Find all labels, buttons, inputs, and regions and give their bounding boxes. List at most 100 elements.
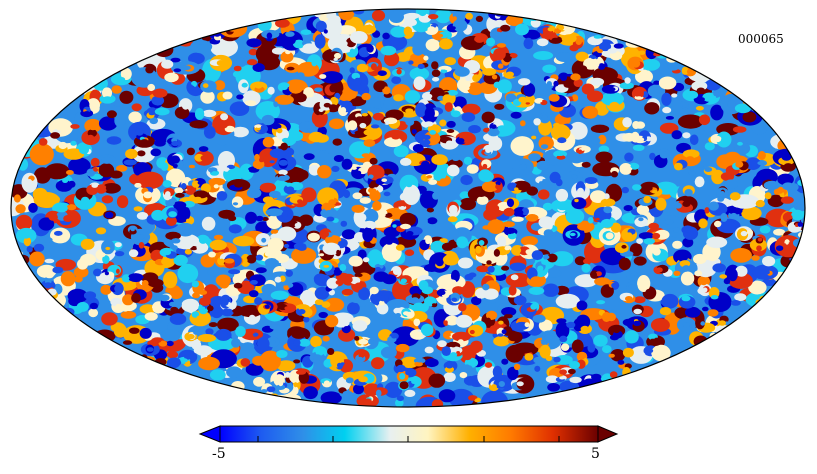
anisotropy-blob — [682, 102, 689, 108]
anisotropy-blob — [400, 332, 411, 341]
anisotropy-blob — [413, 76, 426, 90]
anisotropy-blob — [113, 324, 123, 331]
anisotropy-blob — [224, 258, 235, 264]
anisotropy-blob — [56, 124, 66, 131]
anisotropy-blob — [566, 321, 576, 329]
anisotropy-blob — [633, 256, 647, 266]
anisotropy-blob — [407, 19, 417, 26]
anisotropy-blob — [654, 81, 659, 85]
anisotropy-blob — [412, 144, 424, 153]
anisotropy-blob — [404, 249, 415, 256]
anisotropy-blob — [378, 295, 389, 302]
anisotropy-blob — [104, 211, 114, 219]
anisotropy-blob — [234, 183, 243, 188]
anisotropy-blob — [366, 44, 374, 53]
anisotropy-blob — [377, 70, 387, 76]
anisotropy-blob — [684, 189, 693, 197]
anisotropy-blob — [194, 196, 202, 201]
anisotropy-blob — [236, 237, 251, 245]
anisotropy-blob — [590, 77, 605, 86]
anisotropy-blob — [531, 288, 542, 294]
anisotropy-blob — [166, 340, 174, 347]
anisotropy-blob — [581, 161, 591, 168]
anisotropy-blob — [63, 273, 73, 284]
anisotropy-blob — [435, 258, 444, 267]
anisotropy-blob — [504, 246, 511, 251]
anisotropy-blob — [485, 317, 491, 324]
anisotropy-blob — [674, 162, 683, 171]
anisotropy-blob — [727, 268, 738, 282]
anisotropy-blob — [295, 370, 307, 375]
anisotropy-blob — [172, 174, 180, 182]
anisotropy-blob — [190, 165, 194, 168]
anisotropy-blob — [150, 148, 162, 157]
anisotropy-blob — [551, 174, 559, 181]
anisotropy-blob — [695, 271, 701, 276]
anisotropy-blob — [298, 121, 316, 133]
anisotropy-blob — [380, 346, 397, 359]
anisotropy-blob — [241, 342, 255, 351]
anisotropy-blob — [633, 308, 642, 315]
anisotropy-blob — [329, 84, 337, 93]
anisotropy-blob — [218, 19, 248, 38]
anisotropy-blob — [405, 311, 413, 317]
anisotropy-blob — [598, 153, 610, 161]
anisotropy-blob — [101, 156, 113, 164]
anisotropy-blob — [758, 202, 763, 206]
anisotropy-blob — [250, 167, 257, 172]
anisotropy-blob — [762, 256, 776, 267]
anisotropy-blob — [438, 290, 446, 296]
anisotropy-blob — [683, 227, 692, 233]
anisotropy-blob — [372, 112, 384, 121]
anisotropy-blob — [752, 256, 759, 260]
anisotropy-blob — [708, 248, 715, 256]
anisotropy-blob — [170, 155, 181, 164]
anisotropy-blob — [581, 378, 599, 393]
anisotropy-blob — [695, 256, 704, 262]
anisotropy-blob — [161, 257, 172, 266]
anisotropy-blob — [204, 361, 214, 366]
anisotropy-blob — [533, 118, 541, 126]
anisotropy-blob — [371, 9, 386, 22]
anisotropy-blob — [262, 184, 273, 191]
anisotropy-blob — [538, 118, 552, 136]
anisotropy-blob — [180, 65, 191, 71]
anisotropy-blob — [791, 209, 804, 221]
anisotropy-blob — [201, 216, 216, 231]
anisotropy-blob — [405, 180, 413, 188]
anisotropy-blob — [400, 223, 411, 230]
anisotropy-blob — [28, 202, 38, 213]
anisotropy-blob — [452, 272, 458, 280]
anisotropy-blob — [400, 278, 407, 284]
anisotropy-blob — [577, 54, 582, 58]
anisotropy-blob — [667, 89, 673, 94]
anisotropy-blob — [497, 125, 508, 132]
anisotropy-blob — [171, 245, 178, 250]
anisotropy-blob — [144, 312, 158, 321]
anisotropy-blob — [217, 317, 239, 332]
anisotropy-blob — [757, 151, 766, 160]
anisotropy-blob — [425, 237, 431, 245]
anisotropy-blob — [198, 290, 208, 295]
anisotropy-blob — [369, 157, 378, 165]
anisotropy-blob — [472, 343, 481, 351]
anisotropy-blob — [49, 172, 55, 176]
anisotropy-blob — [624, 77, 631, 84]
anisotropy-blob — [278, 175, 287, 180]
anisotropy-blob — [246, 308, 255, 314]
anisotropy-blob — [129, 327, 140, 334]
anisotropy-blob — [193, 329, 200, 335]
anisotropy-blob — [467, 359, 476, 366]
anisotropy-blob — [270, 290, 289, 300]
anisotropy-blob — [444, 102, 453, 112]
anisotropy-blob — [197, 181, 203, 185]
anisotropy-blob — [274, 276, 282, 283]
anisotropy-blob — [408, 191, 415, 199]
anisotropy-blob — [119, 198, 126, 206]
anisotropy-blob — [712, 240, 721, 245]
anisotropy-blob — [347, 120, 358, 131]
anisotropy-blob — [511, 350, 518, 358]
anisotropy-blob — [161, 59, 174, 69]
anisotropy-blob — [252, 355, 266, 366]
anisotropy-blob — [257, 337, 270, 351]
